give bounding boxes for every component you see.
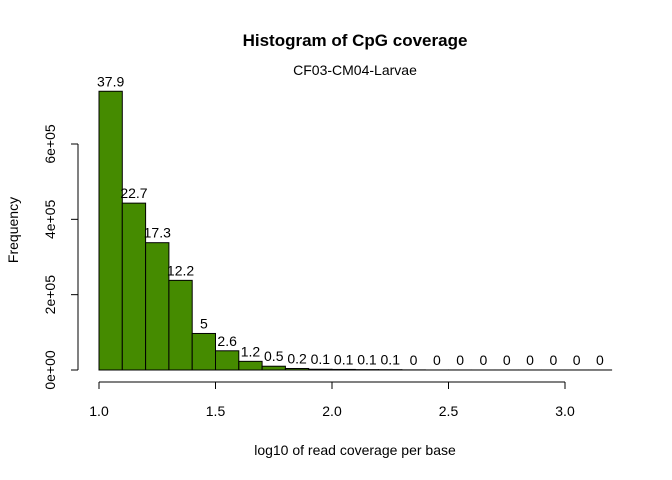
bar-data-label: 2.6 (217, 333, 237, 349)
bar-data-label: 0.2 (287, 350, 307, 366)
bar-data-label: 0.5 (264, 348, 284, 364)
bar-data-label: 0 (526, 352, 534, 368)
bar-data-label: 0.1 (334, 351, 354, 367)
bar-data-label: 37.9 (97, 73, 124, 89)
bar-data-label: 22.7 (120, 185, 147, 201)
bar-data-label: 0 (410, 352, 418, 368)
bar-data-label: 17.3 (144, 225, 171, 241)
bar-data-label: 0 (573, 352, 581, 368)
histogram-bar (215, 350, 240, 371)
y-tick-label: 0e+00 (42, 350, 58, 390)
bar-data-label: 0 (456, 352, 464, 368)
histogram-bar (191, 332, 216, 371)
bar-data-label: 0 (433, 352, 441, 368)
bar-data-label: 0 (549, 352, 557, 368)
bar-data-label: 0 (596, 352, 604, 368)
y-axis: 0e+00 2e+05 4e+05 6e+05 (42, 124, 79, 390)
x-tick-label: 2.0 (322, 403, 342, 419)
x-tick-label: 1.0 (89, 403, 109, 419)
y-tick-label: 4e+05 (42, 199, 58, 239)
histogram-bar (121, 202, 147, 371)
x-tick-label: 2.5 (439, 403, 459, 419)
chart-subtitle: CF03-CM04-Larvae (293, 62, 417, 78)
histogram-bar (145, 242, 170, 371)
bar-data-label: 0.1 (381, 352, 401, 368)
histogram-bar (261, 365, 286, 371)
data-labels-group: 37.922.717.312.252.61.2 0.5 0.2 0.1 0.1 0.1 0.… (97, 73, 604, 368)
bar-data-label: 0 (503, 352, 511, 368)
x-axis: 1.0 1.5 2.0 2.5 3.0 (89, 381, 575, 419)
x-tick-label: 3.0 (555, 403, 575, 419)
bar-data-label: 5 (200, 315, 208, 331)
x-axis-label: log10 of read coverage per base (254, 442, 456, 458)
bar-data-label: 0.1 (311, 351, 331, 367)
bar-data-label: 0 (480, 352, 488, 368)
histogram-bar (238, 360, 263, 371)
y-tick-label: 2e+05 (42, 275, 58, 315)
x-tick-label: 1.5 (206, 403, 226, 419)
bar-data-label: 12.2 (167, 262, 194, 278)
chart-title: Histogram of CpG coverage (243, 31, 468, 50)
y-axis-label: Frequency (5, 197, 21, 263)
y-tick-label: 6e+05 (42, 124, 58, 164)
bar-data-label: 1.2 (241, 343, 261, 359)
bars-group (98, 90, 613, 371)
bar-data-label: 0.1 (357, 352, 377, 368)
histogram-bar (98, 90, 123, 371)
histogram-bar (168, 279, 193, 371)
